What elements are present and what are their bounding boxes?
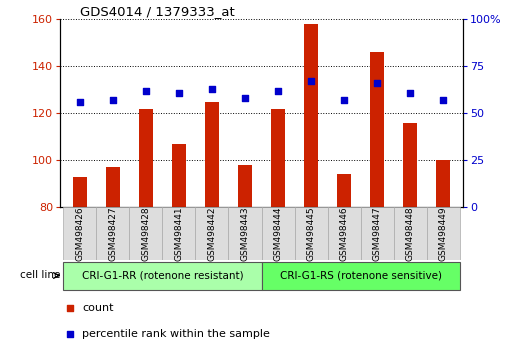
- Bar: [63, 262, 262, 290]
- Bar: [204, 102, 220, 207]
- Bar: [436, 160, 450, 207]
- Bar: [303, 24, 319, 207]
- Point: [208, 86, 216, 92]
- Bar: [96, 207, 130, 260]
- Point: [66, 306, 74, 311]
- Point: [175, 90, 183, 96]
- Text: GSM498426: GSM498426: [75, 206, 84, 261]
- Bar: [237, 165, 253, 207]
- Text: GSM498444: GSM498444: [274, 206, 282, 261]
- Bar: [139, 109, 153, 207]
- Text: GSM498428: GSM498428: [141, 206, 151, 261]
- Point: [439, 97, 447, 103]
- Point: [406, 90, 414, 96]
- Text: GSM498448: GSM498448: [405, 206, 415, 261]
- Bar: [73, 177, 87, 207]
- Text: count: count: [82, 303, 114, 313]
- Text: GDS4014 / 1379333_at: GDS4014 / 1379333_at: [81, 5, 235, 18]
- Point: [373, 80, 381, 86]
- Point: [274, 88, 282, 93]
- Text: GSM498427: GSM498427: [108, 206, 118, 261]
- Bar: [106, 167, 120, 207]
- Point: [307, 79, 315, 84]
- Bar: [196, 207, 229, 260]
- Bar: [130, 207, 163, 260]
- Point: [109, 97, 117, 103]
- Bar: [403, 123, 417, 207]
- Text: CRI-G1-RS (rotenone sensitive): CRI-G1-RS (rotenone sensitive): [279, 270, 441, 280]
- Text: percentile rank within the sample: percentile rank within the sample: [82, 329, 270, 339]
- Bar: [393, 207, 427, 260]
- Bar: [262, 262, 460, 290]
- Bar: [63, 207, 96, 260]
- Text: GSM498449: GSM498449: [439, 206, 448, 261]
- Text: CRI-G1-RR (rotenone resistant): CRI-G1-RR (rotenone resistant): [82, 270, 243, 280]
- Text: GSM498445: GSM498445: [306, 206, 315, 261]
- Bar: [360, 207, 393, 260]
- Text: GSM498442: GSM498442: [208, 206, 217, 261]
- Text: cell line: cell line: [20, 270, 61, 280]
- Bar: [427, 207, 460, 260]
- Text: GSM498443: GSM498443: [241, 206, 249, 261]
- Point: [76, 99, 84, 105]
- Point: [66, 331, 74, 337]
- Text: GSM498446: GSM498446: [339, 206, 348, 261]
- Bar: [163, 207, 196, 260]
- Bar: [327, 207, 360, 260]
- Bar: [229, 207, 262, 260]
- Bar: [337, 174, 351, 207]
- Bar: [262, 207, 294, 260]
- Point: [241, 96, 249, 101]
- Point: [340, 97, 348, 103]
- Bar: [294, 207, 327, 260]
- Bar: [370, 52, 384, 207]
- Text: GSM498447: GSM498447: [372, 206, 382, 261]
- Bar: [270, 109, 286, 207]
- Bar: [172, 144, 186, 207]
- Point: [142, 88, 150, 93]
- Text: GSM498441: GSM498441: [175, 206, 184, 261]
